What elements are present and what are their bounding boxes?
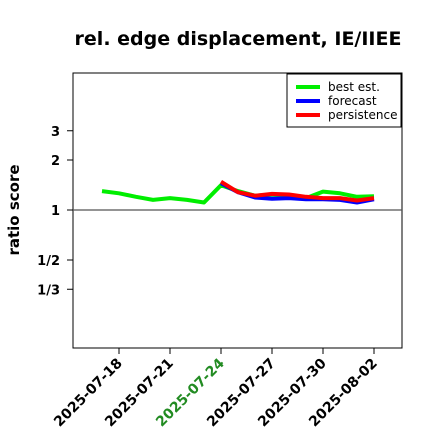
series-line-persistence xyxy=(219,179,375,203)
y-axis: 3 2 1 1/2 1/3 xyxy=(37,125,73,298)
legend-label: forecast xyxy=(328,94,377,108)
y-axis-label: ratio score xyxy=(5,164,23,255)
series-lines xyxy=(101,179,375,205)
x-axis: 2025-07-182025-07-212025-07-242025-07-27… xyxy=(51,348,381,430)
legend-label: best est. xyxy=(328,80,380,94)
y-tick-label: 3 xyxy=(51,125,60,140)
y-tick-label: 1/2 xyxy=(37,254,60,269)
y-tick-label: 1 xyxy=(51,204,60,219)
y-tick-label: 1/3 xyxy=(37,283,60,298)
y-tick-label: 2 xyxy=(51,154,60,169)
legend-label: persistence xyxy=(328,108,397,122)
chart-title: rel. edge displacement, IE/IIEE xyxy=(75,28,402,50)
